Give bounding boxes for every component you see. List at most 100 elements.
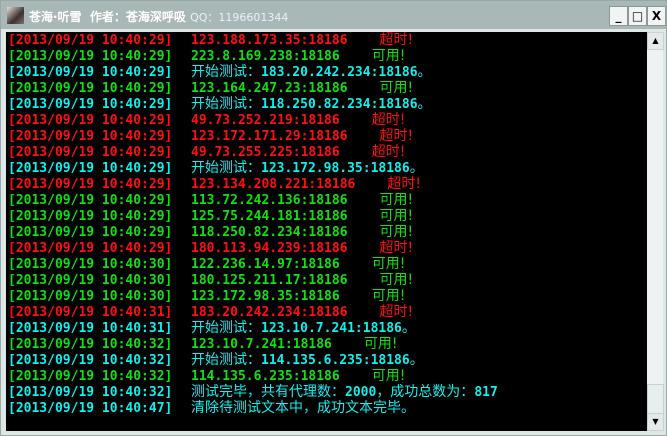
log-message: 开始测试：	[191, 352, 261, 368]
log-timestamp: [2013/09/19 10:40:29]	[8, 81, 173, 96]
log-status: 可用!	[379, 272, 414, 288]
log-status: 超时!	[387, 176, 421, 192]
log-timestamp: [2013/09/19 10:40:29]	[8, 129, 173, 144]
log-status: 可用!	[371, 256, 406, 272]
scroll-down-arrow-icon[interactable]: ▼	[647, 413, 664, 431]
log-address: 123.172.171.29:18186	[191, 129, 348, 144]
scroll-thumb[interactable]	[647, 384, 664, 414]
log-timestamp: [2013/09/19 10:40:29]	[8, 177, 173, 192]
log-timestamp: [2013/09/19 10:40:29]	[8, 97, 173, 112]
log-status: 可用!	[379, 80, 414, 96]
log-timestamp: [2013/09/19 10:40:29]	[8, 145, 173, 160]
log-status: 超时!	[379, 240, 414, 256]
log-line: [2013/09/19 10:40:32] 测试完毕，共有代理数：2000，成功总…	[8, 384, 498, 400]
log-address: 123.188.173.35:18186	[191, 33, 348, 48]
log-message: 开始测试：	[191, 96, 261, 112]
log-message: 测试完毕，共有代理数：	[191, 384, 345, 400]
log-line: [2013/09/19 10:40:29] 开始测试：118.250.82.234…	[8, 96, 432, 112]
log-line: [2013/09/19 10:40:29] 125.75.244.181:1818…	[8, 208, 413, 224]
app-icon	[7, 7, 24, 24]
log-status: 可用!	[371, 48, 406, 64]
log-timestamp: [2013/09/19 10:40:30]	[8, 257, 173, 272]
log-timestamp: [2013/09/19 10:40:29]	[8, 49, 173, 64]
log-address: 183.20.242.234:18186	[191, 305, 348, 320]
log-timestamp: [2013/09/19 10:40:29]	[8, 193, 173, 208]
log-address: 123.164.247.23:18186	[191, 81, 348, 96]
log-line: [2013/09/19 10:40:29] 180.113.94.239:1818…	[8, 240, 413, 256]
log-line: [2013/09/19 10:40:29] 49.73.255.225:18186…	[8, 144, 405, 160]
log-address: 2000	[345, 385, 377, 400]
log-timestamp: [2013/09/19 10:40:31]	[8, 321, 173, 336]
log-message: 开始测试：	[191, 64, 261, 80]
log-address: 125.75.244.181:18186	[191, 209, 348, 224]
log-line: [2013/09/19 10:40:29] 123.188.173.35:1818…	[8, 32, 413, 48]
log-line: [2013/09/19 10:40:29] 113.72.242.136:1818…	[8, 192, 413, 208]
log-suffix: 。	[409, 352, 424, 368]
log-line: [2013/09/19 10:40:32] 123.10.7.241:18186 可…	[8, 336, 398, 352]
log-timestamp: [2013/09/19 10:40:32]	[8, 337, 173, 352]
log-line: [2013/09/19 10:40:29] 123.164.247.23:1818…	[8, 80, 413, 96]
log-message: 清除待测试文本中，成功文本完毕。	[191, 400, 415, 416]
log-count: 817	[474, 385, 498, 400]
log-timestamp: [2013/09/19 10:40:30]	[8, 289, 173, 304]
window-title: 苍海·听雪 作者：苍海深呼吸 QQ：1196601344	[29, 8, 288, 25]
log-suffix: 。	[401, 320, 416, 336]
log-timestamp: [2013/09/19 10:40:32]	[8, 353, 173, 368]
log-timestamp: [2013/09/19 10:40:32]	[8, 369, 173, 384]
title-text: 苍海·听雪 作者：苍海深呼吸	[29, 10, 191, 24]
log-address: 49.73.252.219:18186	[191, 113, 340, 128]
log-status: 超时!	[379, 32, 414, 48]
log-address: 113.72.242.136:18186	[191, 193, 348, 208]
log-address: 123.10.7.241:18186	[261, 321, 402, 336]
maximize-button[interactable]: □	[628, 6, 647, 26]
log-line: [2013/09/19 10:40:29] 118.250.82.234:1818…	[8, 224, 413, 240]
log-status: 可用!	[379, 208, 414, 224]
log-line: [2013/09/19 10:40:32] 114.135.6.235:18186…	[8, 368, 405, 384]
log-timestamp: [2013/09/19 10:40:29]	[8, 33, 173, 48]
console-log[interactable]: [2013/09/19 10:40:29] 123.188.173.35:1818…	[6, 32, 647, 431]
log-line: [2013/09/19 10:40:29] 开始测试：123.172.98.35:…	[8, 160, 424, 176]
log-address: 118.250.82.234:18186	[191, 225, 348, 240]
log-address: 223.8.169.238:18186	[191, 49, 340, 64]
log-status: 可用!	[379, 192, 414, 208]
log-status: 可用!	[363, 336, 398, 352]
log-line: [2013/09/19 10:40:29] 123.172.171.29:1818…	[8, 128, 413, 144]
minimize-button[interactable]: _	[609, 6, 628, 26]
log-suffix: 。	[409, 160, 424, 176]
log-line: [2013/09/19 10:40:47] 清除待测试文本中，成功文本完毕。	[8, 400, 415, 416]
log-timestamp: [2013/09/19 10:40:29]	[8, 65, 173, 80]
log-address: 122.236.14.97:18186	[191, 257, 340, 272]
log-timestamp: [2013/09/19 10:40:31]	[8, 305, 173, 320]
scroll-up-arrow-icon[interactable]: ▲	[647, 32, 664, 50]
log-timestamp: [2013/09/19 10:40:29]	[8, 113, 173, 128]
log-status: 可用!	[371, 368, 406, 384]
log-suffix: ，成功总数为：	[376, 384, 475, 400]
log-line: [2013/09/19 10:40:29] 223.8.169.238:18186…	[8, 48, 405, 64]
log-status: 可用!	[379, 224, 414, 240]
log-timestamp: [2013/09/19 10:40:32]	[8, 385, 173, 400]
log-address: 123.134.208.221:18186	[191, 177, 356, 192]
close-button[interactable]: X	[647, 6, 666, 26]
log-timestamp: [2013/09/19 10:40:29]	[8, 241, 173, 256]
log-address: 123.10.7.241:18186	[191, 337, 332, 352]
log-address: 123.172.98.35:18186	[261, 161, 410, 176]
log-line: [2013/09/19 10:40:30] 123.172.98.35:18186…	[8, 288, 405, 304]
log-address: 183.20.242.234:18186	[261, 65, 418, 80]
log-line: [2013/09/19 10:40:31] 183.20.242.234:1818…	[8, 304, 413, 320]
log-suffix: 。	[417, 96, 432, 112]
log-address: 49.73.255.225:18186	[191, 145, 340, 160]
title-bar[interactable]: 苍海·听雪 作者：苍海深呼吸 QQ：1196601344 _ □ X	[1, 1, 666, 29]
log-address: 180.125.211.17:18186	[191, 273, 348, 288]
log-status: 超时!	[379, 304, 414, 320]
vertical-scrollbar[interactable]: ▲ ▼	[647, 32, 664, 431]
log-timestamp: [2013/09/19 10:40:29]	[8, 209, 173, 224]
log-timestamp: [2013/09/19 10:40:47]	[8, 401, 173, 416]
log-timestamp: [2013/09/19 10:40:30]	[8, 273, 173, 288]
log-line: [2013/09/19 10:40:32] 开始测试：114.135.6.235:…	[8, 352, 424, 368]
log-status: 超时!	[371, 112, 406, 128]
log-line: [2013/09/19 10:40:29] 123.134.208.221:181…	[8, 176, 421, 192]
log-address: 114.135.6.235:18186	[261, 353, 410, 368]
log-status: 可用!	[371, 288, 406, 304]
qq-text: QQ：1196601344	[190, 11, 289, 24]
